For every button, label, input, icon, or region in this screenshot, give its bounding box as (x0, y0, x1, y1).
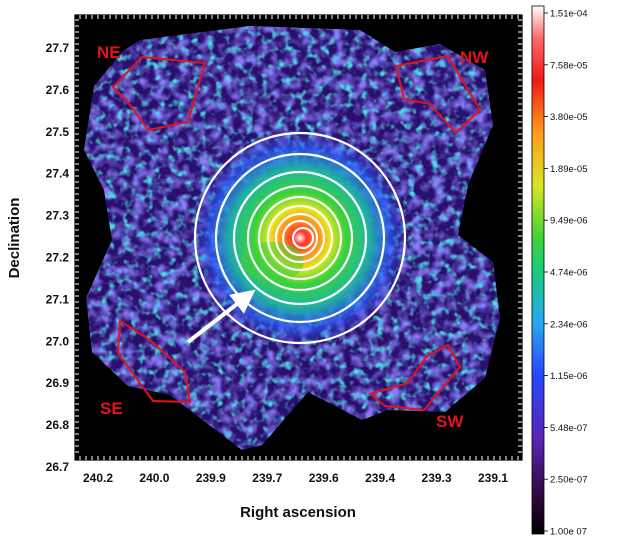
x-tick-labels: 240.2 240.0 239.9 239.7 239.6 239.4 239.3 239.1 (83, 471, 508, 485)
contour (266, 204, 334, 272)
y-tick-label: 26.9 (46, 376, 70, 390)
region-ne (111, 55, 207, 132)
region-label-ne: NE (97, 43, 121, 62)
x-tick-label: 240.0 (139, 471, 169, 485)
tick-marks (75, 15, 522, 460)
region-label-nw: NW (460, 48, 489, 67)
y-tick-label: 27.0 (46, 334, 70, 348)
arrow-marker (186, 289, 256, 344)
region-nw (394, 54, 482, 135)
contour (246, 184, 354, 292)
surface-brightness-contours (193, 131, 407, 345)
colorbar-label: 2.50e-07 (550, 475, 588, 486)
x-tick-label: 240.2 (83, 471, 113, 485)
region-label-sw: SW (436, 412, 464, 431)
x-tick-label: 239.4 (365, 471, 395, 485)
colorbar-label: 3.80e-05 (550, 112, 588, 123)
x-tick-label: 239.3 (422, 471, 452, 485)
y-tick-label: 27.6 (46, 83, 70, 97)
x-tick-label: 239.9 (196, 471, 226, 485)
y-tick-label: 27.5 (46, 125, 70, 139)
y-axis-title: Declination (6, 198, 23, 279)
x-tick-label: 239.6 (309, 471, 339, 485)
colorbar (531, 5, 545, 535)
contour (193, 131, 407, 345)
colorbar-label: 4.74e-06 (550, 268, 588, 279)
colorbar-label: 1.15e-06 (550, 371, 588, 382)
contour (214, 152, 386, 324)
y-tick-label: 27.4 (46, 167, 70, 181)
contour (232, 170, 368, 306)
x-tick-label: 239.1 (478, 471, 508, 485)
colorbar-label: 7.58e-05 (550, 60, 588, 71)
y-tick-label: 27.1 (46, 292, 70, 306)
contour (291, 226, 315, 250)
region-label-se: SE (100, 399, 123, 418)
sector-regions (111, 54, 482, 412)
contour (274, 212, 326, 264)
x-tick-label: 239.7 (252, 471, 282, 485)
y-tick-label: 27.2 (46, 251, 70, 265)
y-tick-label: 27.3 (46, 209, 70, 223)
contour (281, 219, 319, 257)
y-tick-label: 26.7 (46, 460, 70, 474)
y-tick-label: 27.7 (46, 41, 70, 55)
x-axis-title: Right ascension (240, 504, 356, 521)
y-tick-labels: 27.7 27.6 27.5 27.4 27.3 27.2 27.1 27.0 26.9 26.8… (46, 41, 70, 474)
region-sw (367, 343, 462, 412)
plot-frame (74, 14, 523, 461)
colorbar-label: 5.48e-07 (550, 423, 588, 434)
colorbar-label: 1.51e-04 (550, 9, 588, 20)
region-se (116, 319, 192, 404)
contour (257, 195, 343, 281)
y-tick-label: 26.8 (46, 418, 70, 432)
colorbar-labels: 1.51e-04 7.58e-05 3.80e-05 1.89e-05 9.49e-06… (544, 9, 588, 538)
colorbar-label: 1.89e-05 (550, 164, 588, 175)
colorbar-label: 2.34e-06 (550, 319, 588, 330)
colorbar-label: 9.49e-06 (550, 216, 588, 227)
colorbar-label: 1.00e 07 (550, 527, 587, 538)
